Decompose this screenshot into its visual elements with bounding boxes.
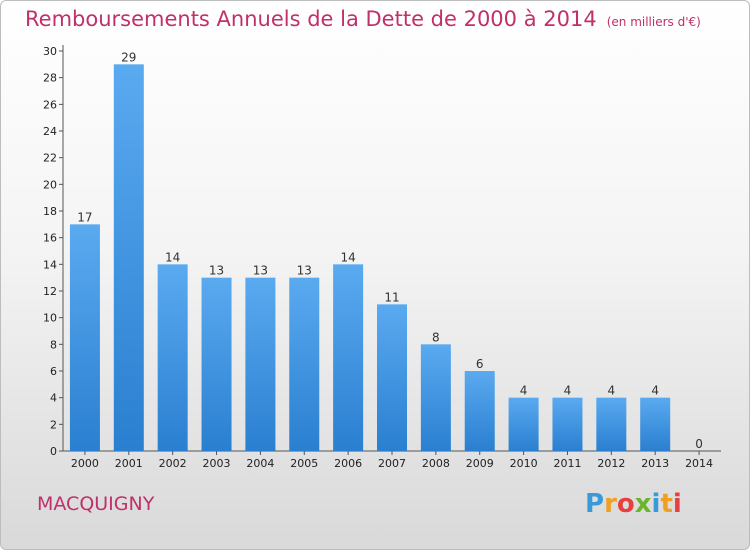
y-tick-label: 26 [43, 98, 57, 111]
x-tick-label: 2012 [597, 457, 625, 470]
y-tick-label: 10 [43, 312, 57, 325]
bar [640, 397, 671, 451]
proxiti-logo: Proxiti [585, 489, 682, 519]
chart-subtitle: (en milliers d'€) [606, 15, 701, 29]
bar [333, 264, 364, 451]
y-tick-label: 0 [50, 445, 57, 458]
y-tick-label: 2 [50, 418, 57, 431]
x-tick-label: 2008 [422, 457, 450, 470]
x-tick-label: 2011 [553, 457, 581, 470]
y-tick-label: 30 [43, 45, 57, 58]
x-tick-label: 2005 [290, 457, 318, 470]
logo-letter: i [672, 489, 682, 519]
bar-value-label: 4 [651, 384, 659, 398]
bar-value-label: 0 [695, 437, 703, 451]
bar-value-label: 6 [476, 357, 484, 371]
y-tick-label: 18 [43, 205, 57, 218]
x-tick-label: 2000 [71, 457, 99, 470]
y-tick-label: 6 [50, 365, 57, 378]
x-tick-label: 2010 [510, 457, 538, 470]
bar-value-label: 11 [384, 290, 399, 304]
bar [157, 264, 188, 451]
y-tick-label: 24 [43, 125, 57, 138]
bar-value-label: 13 [297, 264, 312, 278]
x-tick-label: 2009 [466, 457, 494, 470]
logo-letter: i [651, 489, 661, 519]
chart-title: Remboursements Annuels de la Dette de 20… [25, 7, 701, 31]
x-tick-label: 2013 [641, 457, 669, 470]
bar-value-label: 8 [432, 330, 440, 344]
y-tick-label: 14 [43, 258, 57, 271]
y-tick-label: 20 [43, 178, 57, 191]
logo-letter: o [616, 489, 635, 519]
y-tick-label: 4 [50, 392, 57, 405]
y-tick-label: 12 [43, 285, 57, 298]
bar [552, 397, 583, 451]
bar [464, 371, 495, 451]
bar [377, 304, 407, 451]
bar [245, 277, 276, 451]
y-tick-label: 28 [43, 72, 57, 85]
bar-value-label: 17 [77, 210, 92, 224]
bar [69, 224, 100, 451]
bar [508, 397, 539, 451]
bar-value-label: 4 [564, 384, 572, 398]
bar-value-label: 14 [340, 250, 355, 264]
bar [289, 277, 320, 451]
bar-value-label: 13 [209, 264, 224, 278]
y-tick-label: 16 [43, 232, 57, 245]
y-tick-label: 22 [43, 152, 57, 165]
logo-letter: x [634, 489, 652, 519]
bar-value-label: 13 [253, 264, 268, 278]
logo-letter: P [585, 489, 605, 519]
x-tick-label: 2003 [203, 457, 231, 470]
x-tick-label: 2007 [378, 457, 406, 470]
logo-letter: t [660, 489, 673, 519]
x-tick-label: 2006 [334, 457, 362, 470]
bar-value-label: 4 [520, 384, 528, 398]
x-tick-label: 2002 [159, 457, 187, 470]
y-tick-label: 8 [50, 338, 57, 351]
chart-title-text: Remboursements Annuels de la Dette de 20… [25, 7, 597, 31]
bar [113, 64, 144, 452]
logo-letter: r [604, 489, 617, 519]
x-tick-label: 2014 [685, 457, 713, 470]
bar-value-label: 14 [165, 250, 180, 264]
bar [420, 344, 451, 451]
x-tick-label: 2004 [246, 457, 274, 470]
bar-value-label: 29 [121, 50, 136, 64]
bar-value-label: 4 [608, 384, 616, 398]
x-tick-label: 2001 [115, 457, 143, 470]
bar [596, 397, 627, 451]
bar [201, 277, 232, 451]
location-name: MACQUIGNY [37, 493, 155, 515]
